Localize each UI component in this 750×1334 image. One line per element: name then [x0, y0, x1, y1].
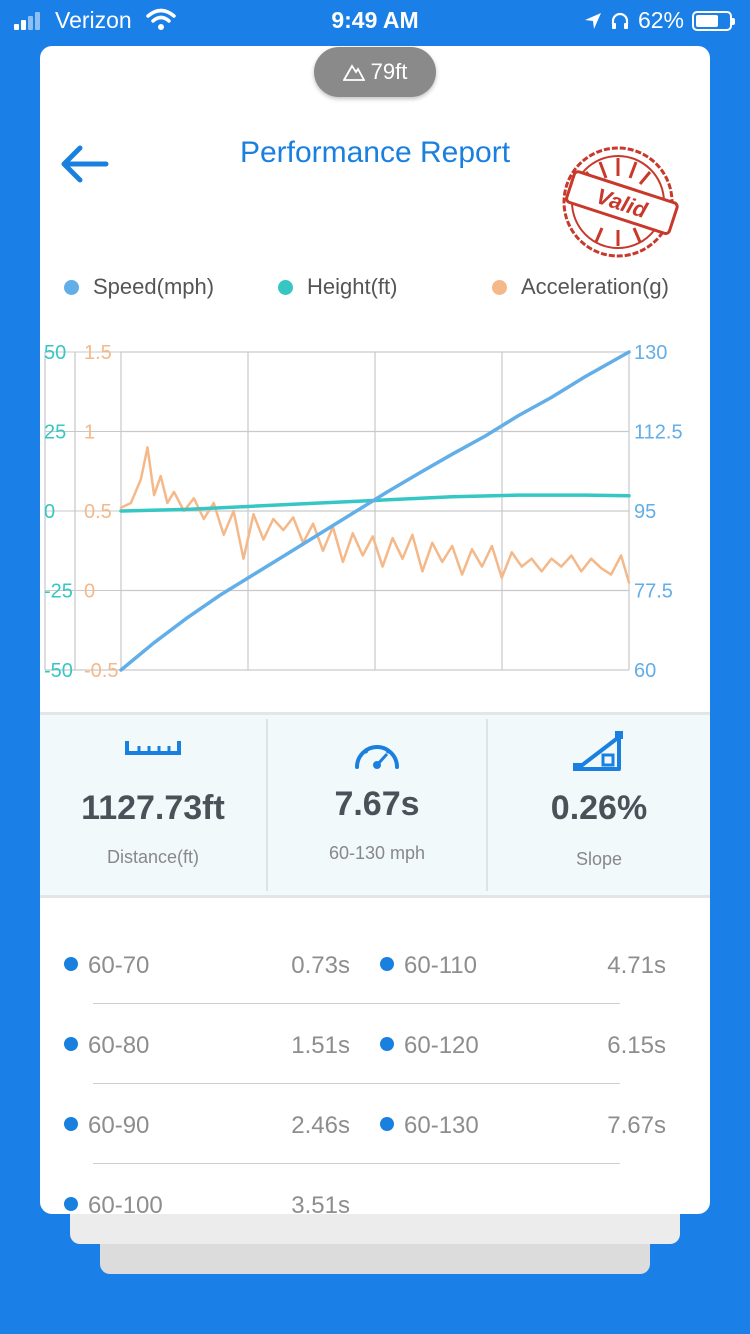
battery-icon [692, 10, 735, 31]
tick-label: -25 [44, 581, 73, 603]
split-time: 2.46s [291, 1112, 350, 1139]
stat-slope: 0.26% Slope [488, 715, 710, 895]
tick-label: 0 [84, 581, 95, 603]
performance-chart: 50 1.5 130 25 1 112.5 0 0.5 95 -25 0 77.5 -50 -0.5 60 [44, 342, 683, 680]
signal-icon [14, 12, 42, 30]
divider [93, 1003, 620, 1004]
divider [93, 1163, 620, 1164]
location-arrow-icon [584, 12, 601, 29]
stats-panel: 1127.73ft Distance(ft) 7.67s 60-130 mph [40, 712, 710, 898]
tick-label: 1.5 [84, 342, 112, 364]
bullet-icon [64, 1197, 78, 1211]
divider [93, 1083, 620, 1084]
bullet-icon [380, 957, 394, 971]
split-range: 60-120 [404, 1032, 479, 1059]
stat-value: 7.67s [334, 785, 420, 823]
split-item: 60-80 [64, 1032, 149, 1060]
legend-dot [278, 279, 293, 295]
split-time: 6.15s [607, 1032, 666, 1059]
speedometer-icon [355, 745, 399, 769]
wifi-icon [146, 8, 176, 30]
back-arrow-icon[interactable] [58, 142, 112, 186]
tick-label: 0.5 [84, 501, 112, 523]
tick-label: 0 [44, 501, 55, 523]
stat-value: 0.26% [550, 789, 648, 827]
page-title: Performance Report [239, 136, 511, 169]
bullet-icon [380, 1037, 394, 1051]
tick-label: 112.5 [634, 422, 683, 444]
stat-distance: 1127.73ft Distance(ft) [40, 715, 266, 895]
series-line-accelerationg [119, 446, 631, 584]
tick-label: 95 [634, 501, 656, 523]
split-item: 60-130 [380, 1112, 479, 1140]
legend-item-height[interactable]: Height(ft) [278, 274, 397, 300]
tick-label: 50 [44, 342, 66, 364]
split-range: 60-80 [88, 1032, 150, 1059]
legend-label: Height(ft) [307, 274, 398, 299]
stat-time: 7.67s 60-130 mph [268, 715, 486, 895]
divider [266, 719, 268, 891]
split-range: 60-70 [88, 952, 150, 979]
split-range: 60-130 [404, 1112, 479, 1139]
legend-item-speed[interactable]: Speed(mph) [64, 274, 214, 300]
split-time: 1.51s [291, 1032, 350, 1059]
legend-label: Acceleration(g) [521, 274, 669, 299]
legend-item-acceleration[interactable]: Acceleration(g) [492, 274, 669, 300]
tick-label: 25 [44, 422, 66, 444]
legend-dot [492, 279, 507, 295]
stat-label: Slope [575, 849, 623, 869]
bullet-icon [64, 1037, 78, 1051]
clock: 9:49 AM [331, 7, 419, 33]
status-bar: Verizon 9:49 AM 62% [0, 0, 750, 42]
split-item: 60-100 [64, 1192, 163, 1214]
split-item: 60-120 [380, 1032, 479, 1060]
split-item: 60-70 [64, 952, 149, 980]
stat-value: 1127.73ft [81, 789, 225, 827]
bullet-icon [64, 1117, 78, 1131]
altitude-value: 79ft [370, 59, 408, 84]
split-time: 7.67s [607, 1112, 666, 1139]
chart-legend: Speed(mph) Height(ft) Acceleration(g) [40, 274, 710, 304]
legend-label: Speed(mph) [93, 274, 215, 299]
divider [486, 719, 488, 891]
tick-label: 130 [634, 342, 667, 364]
split-range: 60-100 [88, 1192, 163, 1214]
split-range: 60-90 [88, 1112, 150, 1139]
report-card: Performance Report Valid Speed(mph) Heig… [40, 46, 710, 1214]
battery-percent: 62% [637, 7, 684, 33]
slope-icon [573, 731, 623, 771]
split-time: 3.51s [291, 1192, 350, 1214]
bullet-icon [380, 1117, 394, 1131]
stat-label: Distance(ft) [106, 847, 200, 867]
legend-dot [64, 279, 79, 295]
split-item: 60-110 [380, 952, 477, 980]
altitude-badge: 79ft [314, 47, 436, 97]
tick-label: 60 [634, 660, 656, 680]
split-time: 4.71s [607, 952, 666, 979]
mountain-icon [342, 64, 365, 81]
bullet-icon [64, 957, 78, 971]
series-line-heightft [119, 493, 631, 513]
split-time: 0.73s [291, 952, 350, 979]
series-line-speedmph [119, 350, 631, 672]
split-range: 60-110 [404, 952, 477, 979]
stat-label: 60-130 mph [328, 843, 426, 863]
tick-label: 77.5 [634, 581, 673, 603]
ruler-icon [125, 741, 181, 755]
valid-stamp: Valid [562, 146, 679, 258]
tick-label: -50 [44, 660, 73, 680]
tick-label: 1 [84, 422, 95, 444]
split-item: 60-90 [64, 1112, 149, 1140]
headphones-icon [611, 12, 629, 29]
card-stack-back-2 [100, 1244, 650, 1274]
carrier-name: Verizon [55, 7, 132, 33]
tick-label: -0.5 [84, 660, 118, 680]
